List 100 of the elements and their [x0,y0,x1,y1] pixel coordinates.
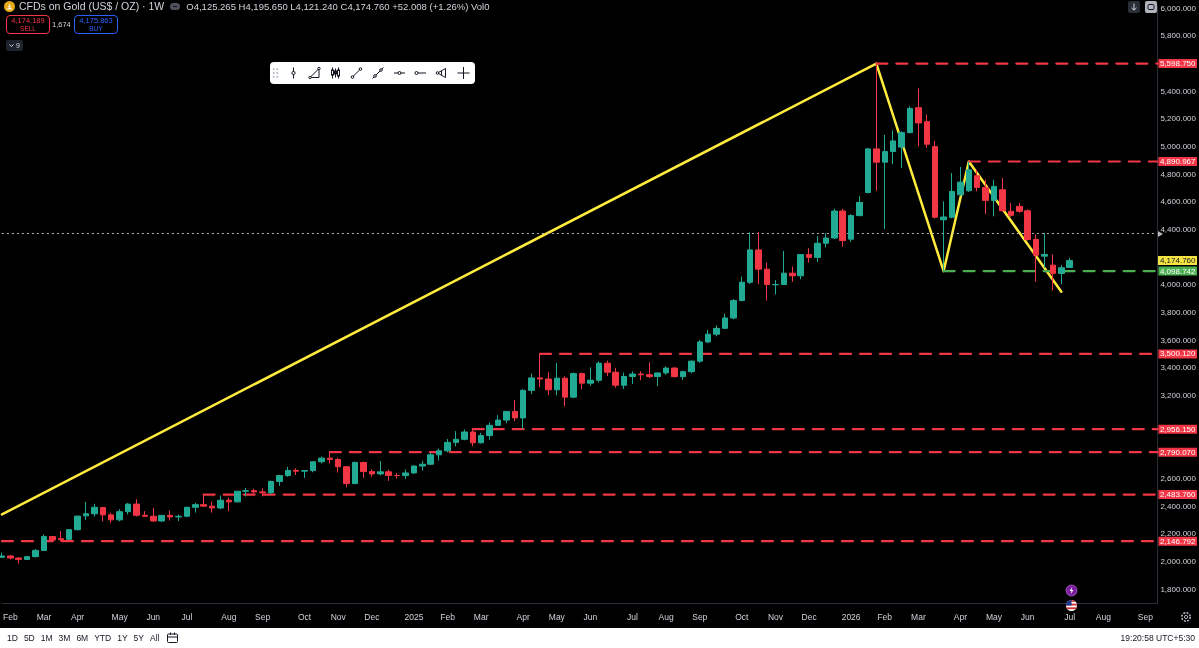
y-tick-label: 5,000.000 [1160,141,1197,151]
candlestick [133,498,140,518]
candlestick [915,87,922,147]
text: 5D [23,633,35,643]
y-tick-label: 2,600.000 [1160,473,1197,483]
candlestick [167,510,173,522]
y-tick-label: 3,200.000 [1160,390,1197,400]
candlestick [789,266,796,283]
candlestick [142,510,148,518]
candlestick [503,410,510,424]
candlestick [335,457,341,474]
x-tick-label: Mar [473,611,489,622]
candlestick [932,140,938,219]
candlestick [150,507,157,523]
candlestick [444,438,451,453]
candlestick [730,298,737,320]
y-tick-label: 4,600.000 [1160,197,1197,207]
candlestick [478,432,484,444]
candlestick [839,208,846,248]
y-tick-label: 3,600.000 [1160,335,1197,345]
candlestick [772,279,779,295]
candlestick [1008,202,1014,218]
candlestick [108,512,114,524]
candlestick [411,464,417,475]
text: 6M [76,633,89,643]
candlestick [318,455,325,464]
candlestick [268,479,274,495]
candlestick [158,514,165,523]
candlestick [486,421,493,441]
candlestick [781,250,787,286]
x-tick-label: Jun [1020,611,1035,622]
text: 1Y [117,633,128,643]
x-tick-label: Mar [911,611,926,622]
y-tick-label: 3,400.000 [1160,363,1197,373]
candlestick [512,399,518,422]
candlestick [394,472,400,479]
candlestick [654,372,661,387]
candlestick [453,430,459,447]
candlestick [755,231,762,285]
x-tick-label: Feb [2,611,18,622]
x-tick-label: Jun [146,611,161,622]
candlestick [856,195,863,217]
x-tick-label: Sep [692,611,708,622]
candlestick [91,503,98,518]
candlestick [663,365,669,376]
candlestick [301,469,308,479]
candlestick [949,172,955,219]
x-tick-label: 2026 [841,611,861,622]
candlestick [865,147,871,194]
candlestick [957,166,964,197]
candlestick [596,360,602,384]
text: 19:20:58 UTC+5:30 [1120,633,1195,643]
candlestick [671,366,678,378]
x-tick-label: Feb [440,611,456,622]
candlestick [285,466,291,478]
candlestick [797,253,804,280]
y-tick-label: 4,000.000 [1160,280,1197,290]
candlestick [848,213,854,243]
y-tick-label: 5,400.000 [1160,86,1197,96]
candlestick [360,461,367,479]
x-tick-label: Jun [583,611,598,622]
x-tick-label: May [111,611,129,622]
y-tick-label: 5,200.000 [1160,114,1197,124]
candlestick [184,506,190,518]
x-tick-label: Nov [767,611,784,622]
candlestick [882,134,888,230]
candlestick [562,375,568,407]
candlestick [1041,232,1048,269]
candlestick [385,469,392,482]
text: YTD [94,633,112,643]
y-tick-label: 2,200.000 [1160,529,1197,539]
candlestick [814,235,821,263]
x-tick-label: Dec [801,611,818,622]
text: 4,174.760 [1158,256,1197,266]
x-tick-label: Nov [330,611,347,622]
candlestick [982,179,989,215]
text: 1M [40,633,53,643]
line-series [0,62,1063,516]
candlestick [343,465,350,488]
candlestick [293,467,299,476]
candlestick [697,339,703,364]
x-tick-label: Sep [255,611,271,622]
candlestick [545,371,552,396]
candlestick [74,515,81,531]
candlestick [66,528,72,541]
candlestick [377,460,384,476]
candlestick [125,502,131,515]
data-label: 2,146.792 [1159,536,1197,546]
y-tick-label: 2,400.000 [1160,501,1197,511]
data-label: 3,500.120 [1159,349,1197,359]
candlestick [579,372,585,390]
candlestick [722,313,728,330]
data-label: 2,483.760 [1159,490,1197,500]
x-tick-label: Jul [181,611,193,622]
candlestick [688,359,695,374]
candlestick [764,262,770,302]
text: All [150,633,160,643]
candlestick [520,388,526,430]
candlestick [629,370,636,385]
candlestick [940,200,947,272]
